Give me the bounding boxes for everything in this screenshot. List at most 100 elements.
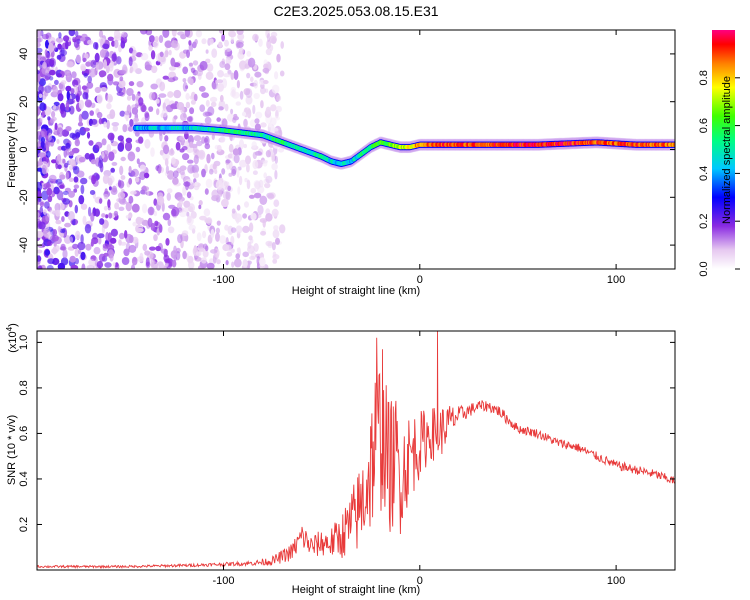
noise-speckle xyxy=(39,102,46,112)
noise-speckle xyxy=(100,87,107,92)
noise-speckle xyxy=(193,145,198,154)
noise-speckle xyxy=(38,78,46,87)
noise-speckle xyxy=(211,133,215,140)
noise-speckle xyxy=(85,243,92,251)
noise-speckle xyxy=(233,258,242,268)
y-tick-label: 40 xyxy=(18,48,30,60)
noise-speckle xyxy=(188,62,193,67)
noise-speckle xyxy=(206,153,211,164)
noise-speckle xyxy=(103,252,109,257)
x-tick-label: 0 xyxy=(417,575,423,587)
noise-speckle xyxy=(185,101,191,109)
noise-speckle xyxy=(77,90,83,96)
noise-speckle xyxy=(106,144,112,153)
noise-speckle xyxy=(39,114,44,123)
noise-speckle xyxy=(258,38,263,47)
noise-speckle xyxy=(164,98,170,106)
noise-speckle xyxy=(259,218,268,223)
noise-speckle xyxy=(233,154,240,164)
noise-speckle xyxy=(80,65,87,72)
noise-speckle xyxy=(37,181,43,192)
noise-speckle xyxy=(221,118,228,129)
noise-speckle xyxy=(271,208,279,217)
noise-speckle xyxy=(200,257,207,264)
noise-speckle xyxy=(118,206,125,211)
noise-speckle xyxy=(217,70,224,78)
noise-speckle xyxy=(189,141,194,148)
noise-speckle xyxy=(70,88,75,94)
noise-speckle xyxy=(224,103,229,112)
noise-speckle xyxy=(225,57,232,65)
noise-speckle xyxy=(274,169,278,180)
noise-speckle xyxy=(260,86,266,95)
noise-speckle xyxy=(141,104,147,113)
noise-speckle xyxy=(98,118,103,125)
noise-speckle xyxy=(186,49,190,58)
noise-speckle xyxy=(106,102,112,110)
noise-speckle xyxy=(75,54,82,64)
noise-speckle xyxy=(233,113,238,119)
noise-speckle xyxy=(176,102,185,110)
noise-speckle xyxy=(56,54,62,60)
noise-speckle xyxy=(195,69,203,77)
noise-speckle xyxy=(204,188,209,195)
noise-speckle xyxy=(268,122,272,128)
noise-speckle xyxy=(209,38,214,45)
noise-speckle xyxy=(157,195,165,206)
noise-speckle xyxy=(95,141,103,149)
noise-speckle xyxy=(88,258,95,266)
noise-speckle xyxy=(265,240,273,247)
noise-speckle xyxy=(99,218,105,225)
noise-speckle xyxy=(144,139,151,149)
noise-speckle xyxy=(199,104,206,112)
noise-speckle xyxy=(172,170,179,178)
noise-speckle xyxy=(149,246,156,251)
noise-speckle xyxy=(275,237,280,245)
noise-speckle xyxy=(118,69,127,74)
noise-speckle xyxy=(84,99,92,108)
noise-speckle xyxy=(37,30,43,38)
noise-speckle xyxy=(182,78,187,83)
noise-speckle xyxy=(93,246,101,255)
colorbar-tick-label: 0.2 xyxy=(698,214,710,229)
noise-speckle xyxy=(228,30,236,38)
noise-speckle xyxy=(55,37,64,43)
noise-speckle xyxy=(99,49,106,58)
noise-speckle xyxy=(119,199,127,205)
colorbar-ticks: 0.0 0.2 0.4 0.6 0.8 xyxy=(698,70,740,277)
noise-speckle xyxy=(95,174,101,180)
noise-speckle xyxy=(142,243,148,251)
noise-speckle xyxy=(82,215,87,225)
noise-speckle xyxy=(141,185,147,195)
noise-speckle xyxy=(101,138,107,146)
noise-speckle xyxy=(273,130,280,138)
noise-speckle xyxy=(89,68,97,78)
noise-speckle xyxy=(37,124,41,130)
noise-speckle xyxy=(183,181,191,187)
colorbar-tick-label: 0.6 xyxy=(698,118,710,133)
y-tick-label: -40 xyxy=(18,237,30,253)
noise-speckle xyxy=(241,111,247,117)
noise-speckle xyxy=(76,170,85,178)
noise-speckle xyxy=(105,214,109,219)
noise-speckle xyxy=(47,116,51,121)
noise-speckle xyxy=(63,162,69,168)
noise-speckle xyxy=(210,228,215,239)
noise-speckle xyxy=(182,250,187,260)
noise-speckle xyxy=(271,163,278,171)
noise-speckle xyxy=(52,229,58,236)
noise-speckle xyxy=(164,158,169,167)
noise-speckle xyxy=(70,264,79,269)
noise-speckle xyxy=(253,192,262,199)
noise-speckle xyxy=(84,152,91,160)
noise-speckle xyxy=(90,118,98,125)
noise-speckle xyxy=(246,179,251,190)
noise-speckle xyxy=(112,125,119,132)
noise-speckle xyxy=(68,190,75,198)
noise-speckle xyxy=(106,93,113,103)
noise-speckle xyxy=(243,143,247,149)
noise-speckle xyxy=(204,143,211,150)
noise-speckle xyxy=(187,159,194,164)
noise-speckle xyxy=(199,60,208,71)
noise-speckle xyxy=(164,50,169,58)
